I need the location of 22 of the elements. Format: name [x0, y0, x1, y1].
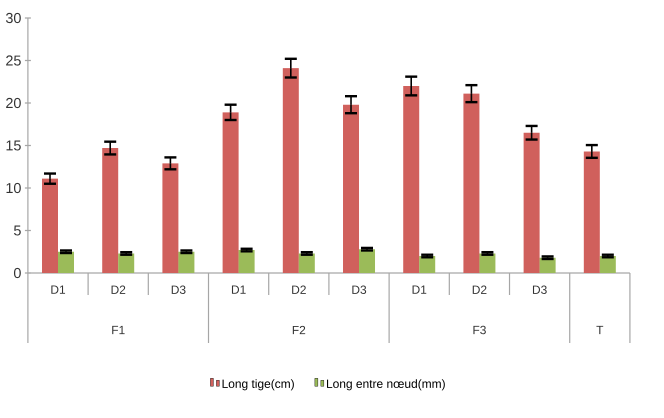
x-tick-label: D3	[352, 286, 366, 294]
text: F1	[112, 326, 125, 334]
y-tick-label: 15	[6, 140, 21, 151]
text: T	[596, 326, 604, 334]
y-tick-label: 5	[14, 225, 21, 236]
y-tick-label: 20	[6, 98, 21, 108]
legend-label: Long tige(cm)	[222, 379, 294, 390]
x-tick-label: D1	[51, 286, 66, 294]
text: F3	[473, 326, 486, 334]
y-tick-label: 10	[6, 182, 21, 194]
y-tick-label: 30	[6, 12, 21, 24]
x-tick-label: D2	[472, 286, 486, 294]
x-tick-label: D3	[532, 286, 547, 294]
y-tick-label: 0	[14, 268, 21, 278]
legend-label: Long entre nœud(mm)	[327, 379, 445, 390]
x-tick-label: D2	[112, 286, 126, 294]
x-tick-label: D1	[412, 286, 426, 294]
y-tick-label: 25	[6, 55, 21, 66]
x-tick-label: D2	[292, 286, 306, 294]
x-tick-label: D3	[172, 286, 186, 294]
text: F2	[292, 326, 306, 334]
x-tick-label: D1	[232, 286, 246, 294]
